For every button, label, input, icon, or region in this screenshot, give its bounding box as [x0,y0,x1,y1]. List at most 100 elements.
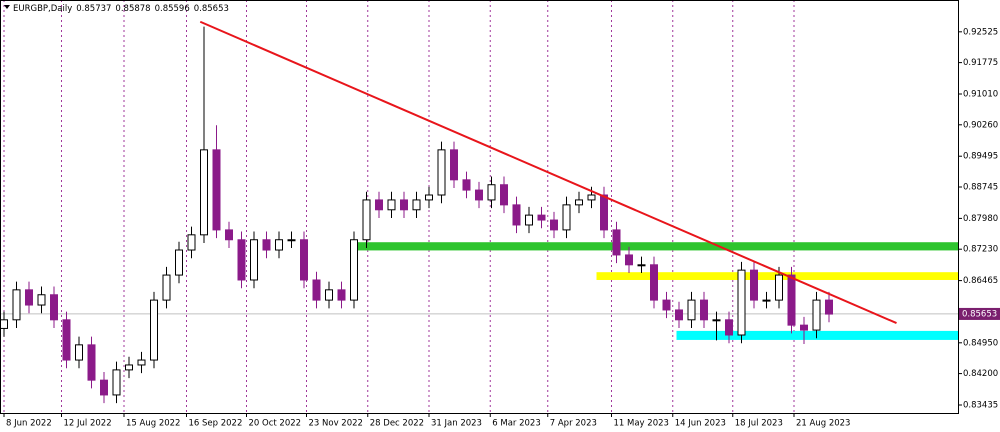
candle-body [400,199,408,211]
candle-body [112,369,121,396]
candle-body [312,279,321,301]
candle-body [150,299,158,361]
candle-body [0,319,8,329]
candle-body [75,344,83,361]
candle-body [362,199,371,241]
y-tick-label: 0.90260 [963,120,998,130]
candle-body [550,219,558,231]
candle-body [612,229,621,256]
x-tick-label: 20 Oct 2022 [249,419,302,429]
candle-body [275,239,283,251]
header: EURGBP,Daily 0.85737 0.85878 0.85596 0.85653 [13,4,229,14]
candle-body [262,239,271,251]
x-tick-label: 6 Mar 2023 [492,419,540,429]
y-tick-label: 0.92525 [963,27,998,37]
candle-body [587,194,596,201]
x-tick-label: 28 Dec 2022 [370,419,424,429]
candle-body [737,269,746,336]
candle-body [525,214,533,226]
candle-body [750,269,758,301]
y-tick-label: 0.86465 [963,276,998,286]
candle-body [50,294,58,321]
candle-body [450,149,458,181]
x-tick-label: 8 Jun 2022 [6,419,52,429]
zone [350,242,958,251]
x-tick-label: 21 Aug 2023 [796,419,850,429]
candle-body [600,194,608,231]
candle-body [125,364,133,371]
candle-body [225,229,233,241]
candle-body [25,289,33,306]
candle-body [775,274,783,301]
x-tick-label: 31 Jan 2023 [431,419,482,429]
candle-body [712,319,721,322]
y-tick-label: 0.87980 [963,214,998,224]
header-value: 0.85878 [115,4,150,14]
candle-body [812,299,821,331]
candle-body [475,189,483,201]
candle-body [175,249,183,276]
y-tick-label: 0.88745 [963,182,998,192]
current-price-label: 0.85653 [962,309,997,319]
candle-body [325,289,333,301]
candle-body [575,199,583,206]
header-arrow [4,5,10,9]
candle-body [250,239,258,281]
candle-body [687,299,696,321]
symbol: EURGBP,Daily [13,4,72,14]
header-value: 0.85653 [194,4,229,14]
candle-body [762,299,771,302]
candle-body [662,299,671,311]
trendline [199,20,897,325]
y-tick-label: 0.91010 [963,90,998,100]
candle-body [187,234,196,251]
y-tick-label: 0.84950 [963,338,998,348]
candle-body [700,299,708,321]
candle-body [212,149,221,231]
candle-body [800,324,808,331]
candle-body [412,199,421,211]
candle-body [487,184,496,201]
x-tick-label: 15 Aug 2022 [126,419,180,429]
candle-body [825,299,833,315]
y-tick-label: 0.83435 [963,400,998,410]
candle-body [287,239,296,242]
candle-body [625,254,633,266]
x-tick-label: 23 Nov 2022 [309,419,363,429]
x-tick-label: 14 Jun 2023 [675,419,726,429]
candle-body [425,194,433,201]
candle-body [437,149,446,196]
zone [676,330,958,340]
x-tick-label: 16 Sep 2022 [189,419,243,429]
current-price-box [959,307,1000,320]
x-tick-label: 7 Apr 2023 [550,419,597,429]
candle-body [725,319,733,336]
candle-body [675,309,683,321]
candle-body [137,359,146,366]
candle-body [787,274,796,326]
candle-body [87,344,96,381]
candle-body [512,204,521,226]
candle-body [62,319,71,361]
candle-body [200,149,208,236]
candle-body [350,239,358,301]
candle-body [337,289,346,301]
candle-body [387,199,396,211]
candle-body [650,264,658,301]
candle-body [500,184,508,206]
x-tick-label: 18 Jul 2023 [735,419,783,429]
candle-body [462,179,471,191]
candle-body [162,274,171,301]
y-tick-label: 0.89495 [963,152,998,162]
candle-body [237,239,246,281]
candle-body [562,204,571,231]
x-tick-label: 12 Jul 2022 [64,419,112,429]
candle-body [537,214,546,221]
y-tick-label: 0.84200 [963,369,998,379]
plot-frame [0,0,959,414]
candle-body [375,199,383,211]
header-value: 0.85737 [76,4,111,14]
